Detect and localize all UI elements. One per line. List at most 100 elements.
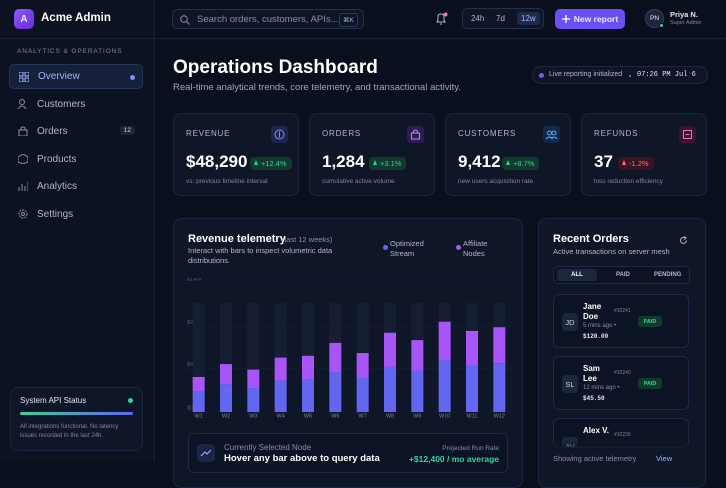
y-tick-label: $0 [187,405,193,411]
bar-segment [192,391,205,412]
kpi-label: ORDERS [322,129,362,138]
order-card[interactable]: JD Jane Doe #10241 5 mins ago • $120.00 … [553,294,689,348]
bar-segment [329,372,342,412]
kpi-change: +8.7% [502,157,540,170]
order-id: #10239 [614,432,631,438]
bar-segment [493,363,506,412]
legend-swatch [383,245,388,250]
legend-label: Optimized Stream [390,239,424,258]
search-placeholder: Search orders, customers, APIs... [197,14,339,25]
kpi-card: ORDERS 1,284 +3.1% cumulative active vol… [309,113,435,196]
nav-label: Orders [37,126,68,137]
kpi-value: 9,412 [458,152,501,171]
separator-dot [629,75,631,77]
rate-value: +$12,400 / mo average [408,454,499,464]
bar-segment [493,327,506,364]
live-dot [539,73,544,78]
bar-segment [466,365,478,412]
kpi-value: $48,290 [186,152,248,171]
range-option[interactable]: 12w [517,12,540,25]
kpi-value: 37 [594,152,613,171]
kpi-note: cumulative active volume [322,178,395,185]
nav-label: Customers [37,99,86,110]
user-role: Super Admin [670,20,702,26]
kpi-icon [271,126,288,143]
range-option[interactable]: 24h [471,14,485,23]
rate-label: Projected Run Rate [442,445,499,452]
nav-item[interactable]: Overview [9,64,143,89]
page-title: Operations Dashboard [173,57,378,78]
kpi-card: REFUNDS 37 -1.2% loss reduction efficien… [581,113,707,196]
tab[interactable]: PENDING [654,272,682,278]
x-tick-label: W2 [222,413,230,419]
status-text: Live reporting initialized [549,71,623,78]
kpi-label: CUSTOMERS [458,129,517,138]
new-report-button[interactable]: New report [555,9,625,29]
nav-label: Products [37,154,77,165]
bar-segment [384,332,396,367]
kpi-note: loss reduction efficiency [594,178,663,185]
kpi-value: 1,284 [322,152,365,171]
selection-text: Hover any bar above to query data [224,453,380,464]
logo: A [14,9,34,29]
order-id: #10240 [614,370,631,376]
time: 07:26 PM Jul 6 [637,71,696,79]
bar-segment [356,353,369,378]
nav-item[interactable]: Products [9,147,143,172]
order-card[interactable]: SL Sam Lee #10240 12 mins ago • $45.50 P… [553,356,689,410]
status-pill: Live reporting initialized 07:26 PM Jul … [532,66,708,84]
nav-item[interactable]: Settings [9,202,143,227]
search-icon [180,15,190,25]
order-name: Alex V. [583,426,609,435]
nav-label: Settings [37,209,74,220]
refresh-icon[interactable] [679,236,688,245]
chart-subtitle: (last 12 weeks) [282,235,333,244]
kpi-icon [543,126,560,143]
kpi-label: REVENUE [186,129,231,138]
bar-segment [192,376,205,392]
nav-item[interactable]: Customers [9,92,143,117]
nav-section: ANALYTICS & OPERATIONS [17,48,123,55]
orders-fade [539,440,705,452]
notification-bell[interactable] [435,12,449,26]
range-option[interactable]: 7d [496,14,505,23]
bar-segment [302,355,314,380]
legend-swatch [456,245,461,250]
x-tick-label: W12 [494,413,505,419]
bar-segment [438,321,451,361]
sidebar-header-divider [0,38,726,39]
status-dot [128,398,133,403]
bar-segment [411,370,424,412]
order-status: PAID [638,378,662,389]
status-bar [20,412,133,415]
search-box[interactable]: Search orders, customers, APIs... ⌘K [172,9,364,29]
icon [18,99,27,109]
kpi-note: new users acquisition rate [458,178,534,185]
x-tick-label: W8 [386,413,394,419]
order-amount: $120.00 [583,333,609,340]
tab[interactable]: ALL [557,269,597,281]
kpi-icon [407,126,424,143]
bar-segment [438,360,451,412]
order-name: Jane Doe [583,302,602,321]
order-status: PAID [638,316,662,327]
nav-item[interactable]: Analytics [9,174,143,199]
chart: $0$47k$93k$140kW1W2W3W4W5W6W7W8W9W10W11W… [185,278,513,419]
bar-segment [356,377,369,412]
brand: Acme Admin [41,12,111,24]
icon [19,72,29,82]
tab[interactable]: PAID [616,272,630,278]
nav-item[interactable]: Orders 12 [9,119,143,144]
chart-title: Revenue telemetry [188,233,286,245]
order-avatar: SL [562,375,578,393]
orders-footer: Showing active telemetry [553,454,637,463]
bar-segment [466,330,478,366]
orders-link[interactable]: View [656,454,673,463]
bar-segment [274,380,287,412]
x-tick-label: W10 [439,413,450,419]
x-tick-label: W11 [467,413,478,419]
kpi-change: +12.4% [250,157,292,170]
status-card: System API Status All integrations funct… [10,387,143,451]
icon [18,182,28,191]
